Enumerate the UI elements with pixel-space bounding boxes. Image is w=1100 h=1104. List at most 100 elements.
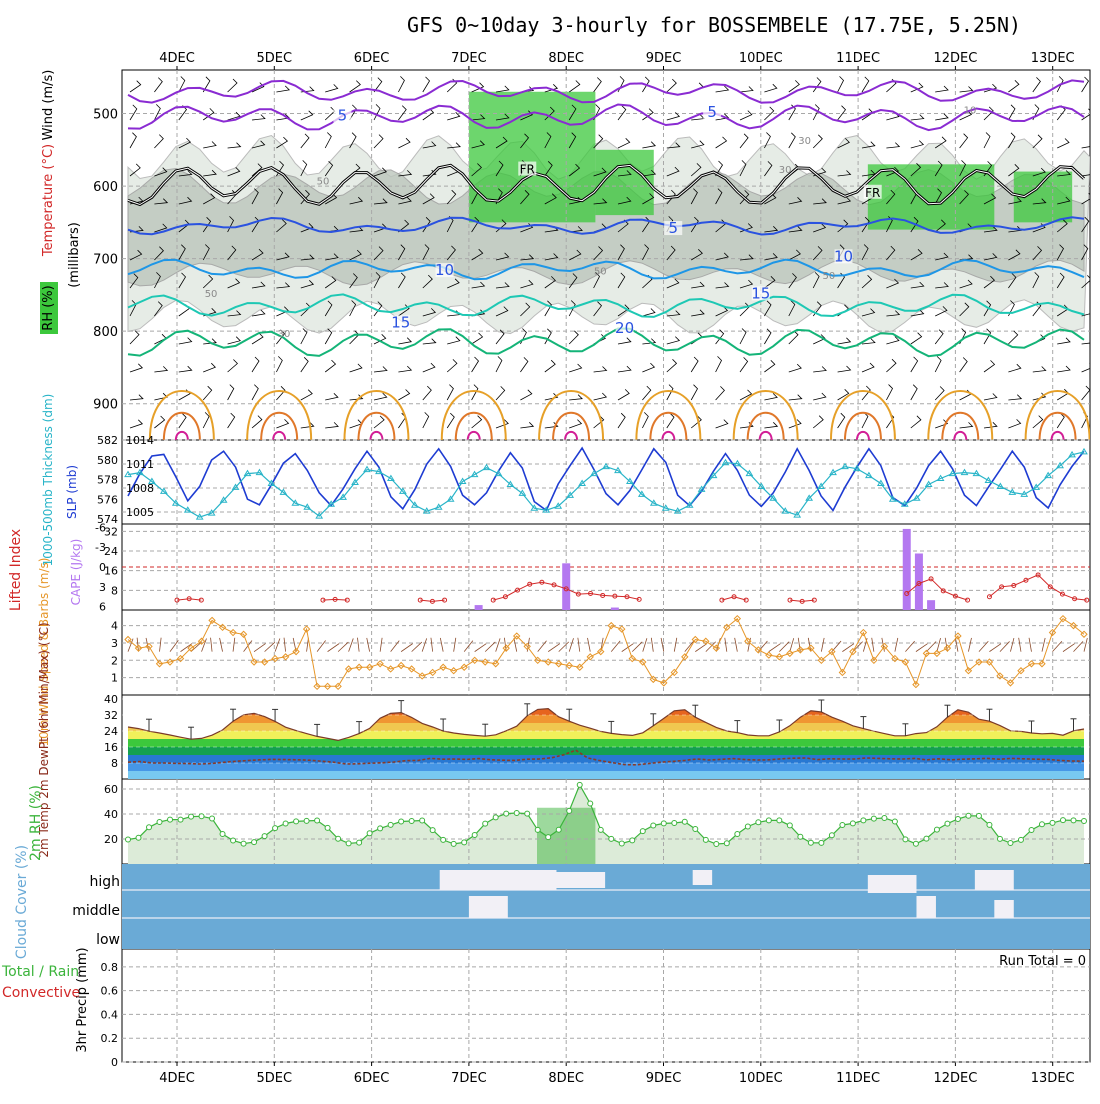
ua-ytick-label: 900: [93, 398, 118, 413]
surface-wind-barb: [1010, 637, 1015, 652]
wind-barb: [910, 249, 923, 261]
surface-wind-barb: [724, 637, 728, 652]
wind-barb: [1008, 197, 1022, 205]
wind-barb: [861, 76, 870, 93]
wind-speed-marker: [618, 625, 626, 633]
surface-wind-barb: [1083, 637, 1088, 652]
wind-barb: [202, 412, 210, 429]
rh-tick-label: 60: [104, 783, 118, 796]
isotherm-loop-30: [843, 412, 882, 440]
wind-speed-marker: [512, 632, 521, 640]
wind-barb: [886, 336, 900, 345]
wind-barb: [1008, 330, 1019, 345]
wind-barb: [569, 442, 578, 456]
wind-barb: [837, 105, 847, 121]
isotherm-loop-35: [758, 430, 773, 440]
wind-speed-line: [127, 617, 1085, 687]
wind-barb: [788, 132, 796, 149]
wind-barb: [593, 246, 604, 261]
isotherm-loop-25: [927, 390, 994, 440]
bottom-date-label: 10DEC: [739, 1071, 783, 1086]
wind-speed-marker: [681, 653, 689, 661]
thickness-marker: [1020, 490, 1029, 497]
wind-barb: [300, 254, 315, 261]
thickness-marker: [697, 485, 706, 492]
wind-barb: [715, 136, 728, 149]
wind-barb: [690, 188, 698, 205]
rh-marker: [135, 834, 142, 841]
lifted-index-marker: [916, 581, 922, 587]
wind-barb: [154, 441, 160, 456]
temp-band: [128, 771, 1084, 779]
temp-ylabel: 2m Temp 2m DewPt (6hr Min/Max) (°C): [37, 622, 51, 857]
wind-barb: [666, 412, 675, 429]
isotherm-label: 15: [751, 284, 770, 302]
lifted-index-marker: [515, 587, 521, 593]
wind-barb: [544, 106, 555, 121]
thickness-marker: [542, 506, 551, 513]
wind-barb: [544, 84, 559, 93]
wind-barb: [886, 445, 897, 456]
wind-barb: [349, 273, 358, 289]
wind-barb: [202, 385, 213, 401]
cloud-level-label: middle: [72, 903, 120, 919]
surface-wind-barb: [660, 637, 665, 652]
rh-marker: [692, 826, 699, 832]
surface-wind-barb: [1052, 641, 1063, 652]
thickness-marker: [817, 482, 825, 489]
wind-barb: [446, 189, 457, 205]
wind-barb: [471, 384, 479, 401]
thickness-marker: [924, 480, 933, 487]
wind-barb: [1081, 174, 1090, 177]
wind-barb: [617, 304, 630, 317]
wind-barb: [398, 365, 413, 373]
rh-marker: [156, 819, 163, 825]
wind-speed-marker: [250, 658, 258, 666]
thickness-marker: [912, 494, 921, 501]
thickness-marker: [398, 487, 407, 494]
wind-tick-label: 2: [111, 654, 118, 667]
wind-barb: [1008, 132, 1016, 149]
cloud-level-label: high: [89, 874, 120, 890]
thickness-marker: [530, 504, 539, 511]
surface-wind-barb: [513, 637, 518, 652]
wind-barb: [886, 358, 897, 373]
wind-speed-marker: [891, 654, 899, 663]
thickness-marker: [339, 493, 347, 500]
wind-barb: [642, 76, 650, 93]
wind-barb: [739, 389, 753, 401]
isotherm-label: 20: [615, 319, 634, 337]
thickness-marker: [183, 506, 192, 513]
thickness-marker: [793, 511, 802, 518]
wind-barb: [129, 80, 142, 93]
wind-barb: [544, 193, 557, 205]
slp-tick-label: 1005: [126, 506, 154, 519]
wind-barb: [983, 360, 996, 373]
wind-barb: [422, 338, 437, 345]
wind-barb: [447, 278, 460, 289]
wind-barb: [129, 132, 137, 149]
wind-barb: [1081, 342, 1090, 345]
thickness-marker: [351, 478, 359, 485]
wind-ylabel: 10m Wind Speed & Barbs (m/s): [37, 558, 51, 747]
isotherm-loop-30: [941, 412, 980, 440]
wind-barb: [447, 112, 461, 121]
lifted-index-marker: [940, 588, 946, 594]
rh-area: [128, 784, 1084, 864]
wind-barb: [1056, 412, 1065, 429]
wind-speed-marker: [985, 658, 994, 666]
wind-barb: [276, 306, 289, 317]
ua-ytick-label: 700: [93, 253, 118, 268]
wind-barb: [446, 412, 455, 429]
rh-marker: [314, 817, 321, 824]
wind-speed-marker: [449, 667, 458, 675]
precip-run-total: Run Total = 0: [999, 954, 1086, 969]
wind-barb: [568, 273, 578, 289]
thickness-marker: [494, 469, 503, 477]
wind-barb: [276, 252, 290, 261]
isotherm-loop-35: [855, 430, 870, 440]
wind-barb: [984, 446, 995, 456]
wind-barb: [398, 219, 410, 233]
rh-marker: [261, 833, 268, 840]
